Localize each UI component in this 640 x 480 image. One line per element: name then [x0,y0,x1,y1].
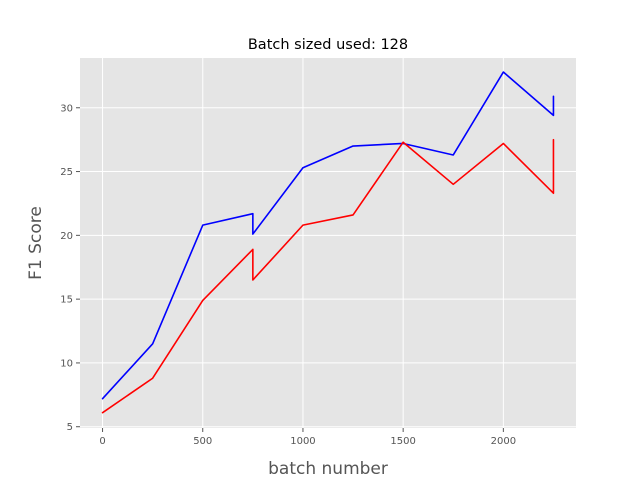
x-tick-label: 2000 [491,436,516,447]
x-tick-label: 1000 [290,436,315,447]
x-tick-label: 1500 [390,436,415,447]
y-tick-label: 20 [60,231,73,242]
grid-lines [80,58,576,428]
y-tick-label: 5 [67,422,73,433]
y-tick-label: 15 [60,295,73,306]
y-tick-label: 25 [60,167,73,178]
x-axis-label: batch number [268,459,388,479]
y-tick-label: 10 [60,358,73,369]
chart-title: Batch sized used: 128 [248,37,408,53]
series-layer [101,71,555,414]
x-tick-label: 500 [193,436,212,447]
series-line-1 [101,71,555,400]
x-tick-label: 0 [99,436,105,447]
axis-ticks: 0 500 1000 1500 2000 5 10 15 20 25 30 [60,103,516,447]
plot-area [80,58,576,428]
y-tick-label: 30 [60,103,73,114]
y-axis-label: F1 Score [26,206,46,280]
series-line-2 [101,138,555,414]
